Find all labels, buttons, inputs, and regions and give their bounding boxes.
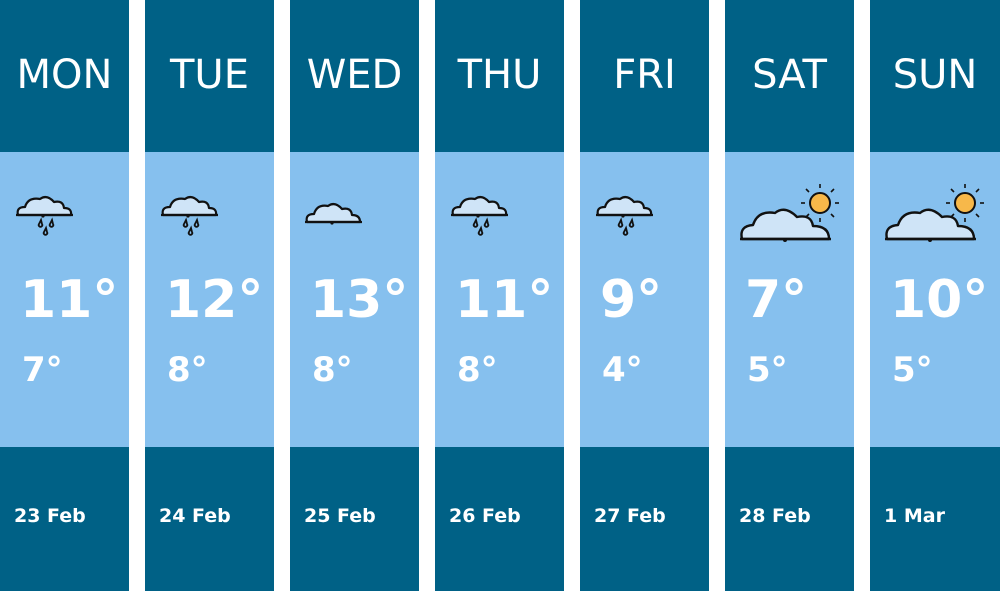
day-column-sun: SUN 10° 5° 1 Mar <box>870 0 1000 591</box>
day-name: THU <box>435 0 564 152</box>
day-column-sat: SAT 7° 5° 28 Feb <box>725 0 854 591</box>
low-temperature: 5° <box>892 350 933 390</box>
date-panel: 23 Feb <box>0 447 129 591</box>
forecast-panel: 11° 7° <box>0 152 129 447</box>
date-label: 23 Feb <box>14 505 86 527</box>
day-name: WED <box>290 0 419 152</box>
high-temperature: 10° <box>890 270 989 330</box>
low-temperature: 8° <box>457 350 498 390</box>
high-temperature: 11° <box>455 270 554 330</box>
date-panel: 26 Feb <box>435 447 564 591</box>
forecast-panel: 11° 8° <box>435 152 564 447</box>
low-temperature: 7° <box>22 350 63 390</box>
date-label: 26 Feb <box>449 505 521 527</box>
day-column-tue: TUE 12° 8° 24 Feb <box>145 0 274 591</box>
date-panel: 24 Feb <box>145 447 274 591</box>
high-temperature: 11° <box>20 270 119 330</box>
day-column-mon: MON 11° 7° 23 Feb <box>0 0 129 591</box>
forecast-panel: 10° 5° <box>870 152 1000 447</box>
day-name: SUN <box>870 0 1000 152</box>
forecast-panel: 13° 8° <box>290 152 419 447</box>
high-temperature: 7° <box>745 270 808 330</box>
high-temperature: 13° <box>310 270 409 330</box>
date-label: 27 Feb <box>594 505 666 527</box>
day-name: FRI <box>580 0 709 152</box>
low-temperature: 8° <box>167 350 208 390</box>
day-name: SAT <box>725 0 854 152</box>
high-temperature: 12° <box>165 270 264 330</box>
date-label: 28 Feb <box>739 505 811 527</box>
high-temperature: 9° <box>600 270 663 330</box>
date-panel: 27 Feb <box>580 447 709 591</box>
date-label: 1 Mar <box>884 505 945 527</box>
low-temperature: 5° <box>747 350 788 390</box>
day-name: MON <box>0 0 129 152</box>
day-column-thu: THU 11° 8° 26 Feb <box>435 0 564 591</box>
date-label: 24 Feb <box>159 505 231 527</box>
low-temperature: 8° <box>312 350 353 390</box>
day-column-wed: WED 13° 8° 25 Feb <box>290 0 419 591</box>
date-panel: 28 Feb <box>725 447 854 591</box>
date-label: 25 Feb <box>304 505 376 527</box>
day-name: TUE <box>145 0 274 152</box>
low-temperature: 4° <box>602 350 643 390</box>
date-panel: 25 Feb <box>290 447 419 591</box>
forecast-panel: 7° 5° <box>725 152 854 447</box>
date-panel: 1 Mar <box>870 447 1000 591</box>
forecast-panel: 12° 8° <box>145 152 274 447</box>
day-column-fri: FRI 9° 4° 27 Feb <box>580 0 709 591</box>
forecast-panel: 9° 4° <box>580 152 709 447</box>
